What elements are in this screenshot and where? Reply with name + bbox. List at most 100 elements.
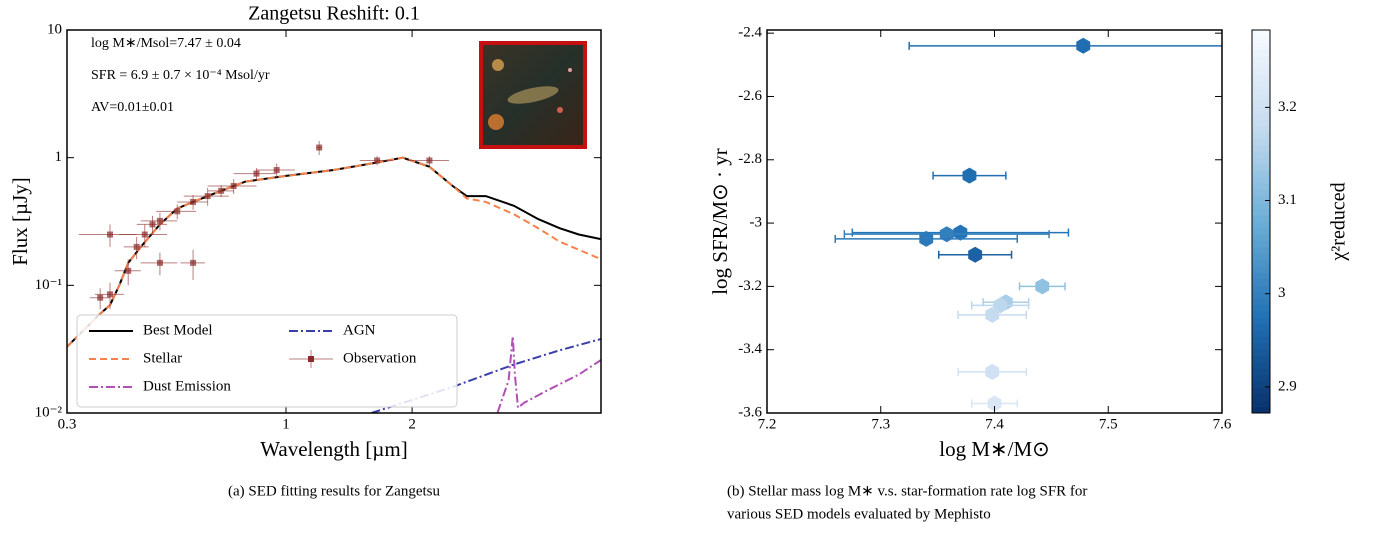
y-tick-label: -3 xyxy=(750,215,763,231)
observation-point xyxy=(426,157,433,164)
data-point xyxy=(939,226,954,243)
colorbar-band xyxy=(1252,291,1270,299)
observation-point xyxy=(273,167,280,174)
observation-point xyxy=(230,182,237,189)
observation-point xyxy=(125,267,132,274)
x-axis-label: log M∗/M⊙ xyxy=(939,437,1049,461)
y-tick-label: 10 xyxy=(47,21,62,37)
y-tick-label: -2.8 xyxy=(738,151,762,167)
data-point xyxy=(985,306,1000,323)
colorbar-band xyxy=(1252,221,1270,229)
colorbar-band xyxy=(1252,215,1270,222)
plot-area xyxy=(67,141,601,413)
data-point xyxy=(1035,278,1050,295)
legend-label: Best Model xyxy=(143,322,213,338)
data-point xyxy=(987,395,1002,412)
colorbar-band xyxy=(1252,387,1270,395)
colorbar-band xyxy=(1252,285,1270,293)
colorbar-band xyxy=(1252,400,1270,408)
annotation: SFR = 6.9 ± 0.7 × 10⁻⁴ Msol/yr xyxy=(91,68,270,83)
colorbar-band xyxy=(1252,304,1270,312)
legend-label: Stellar xyxy=(143,350,182,366)
y-tick-label: -3.4 xyxy=(738,341,762,357)
colorbar-band xyxy=(1252,393,1270,401)
colorbar-band xyxy=(1252,361,1270,369)
colorbar-band xyxy=(1252,272,1270,280)
colorbar-band xyxy=(1252,119,1270,127)
colorbar-band xyxy=(1252,100,1270,108)
colorbar-band xyxy=(1252,240,1270,248)
colorbar-band xyxy=(1252,164,1270,171)
annotation: AV=0.01±0.01 xyxy=(91,100,174,115)
colorbar-band xyxy=(1252,68,1270,76)
x-tick-label: 7.2 xyxy=(758,416,777,432)
colorbar-band xyxy=(1252,336,1270,344)
colorbar-band xyxy=(1252,189,1270,197)
colorbar-band xyxy=(1252,125,1270,133)
x-tick-label: 0.3 xyxy=(58,416,77,432)
colorbar-band xyxy=(1252,323,1270,331)
caption: (a) SED fitting results for Zangetsu xyxy=(228,483,441,499)
observation-point xyxy=(218,187,225,194)
observation-point xyxy=(106,291,113,298)
data-point xyxy=(919,230,934,247)
colorbar-band xyxy=(1252,234,1270,242)
colorbar-band xyxy=(1252,406,1270,414)
colorbar-tick-label: 3 xyxy=(1278,285,1286,301)
x-tick-label: 2 xyxy=(408,416,416,432)
colorbar-band xyxy=(1252,342,1270,350)
colorbar-band xyxy=(1252,227,1270,235)
colorbar-tick-label: 2.9 xyxy=(1278,378,1297,394)
y-tick-label: 1 xyxy=(55,149,63,165)
chart-title: Zangetsu Reshift: 0.1 xyxy=(248,3,420,25)
legend-box xyxy=(76,314,458,408)
observation-point xyxy=(133,243,140,250)
data-point xyxy=(968,246,983,263)
colorbar-band xyxy=(1252,144,1270,152)
colorbar-band xyxy=(1252,138,1270,146)
colorbar-band xyxy=(1252,317,1270,325)
colorbar-frame xyxy=(1251,29,1271,414)
colorbar-band xyxy=(1252,93,1270,101)
colorbar-band xyxy=(1252,310,1270,318)
colorbar-band xyxy=(1252,368,1270,376)
colorbar-band xyxy=(1252,208,1270,216)
colorbar-band xyxy=(1252,30,1270,37)
inset-image xyxy=(479,41,587,149)
observation-point xyxy=(156,259,163,266)
observation-point xyxy=(106,231,113,238)
x-tick-label: 7.5 xyxy=(1099,416,1118,432)
data-point xyxy=(985,363,1000,380)
observation-point xyxy=(141,231,148,238)
x-tick-label: 7.6 xyxy=(1213,416,1232,432)
data-point xyxy=(962,167,977,184)
colorbar-band xyxy=(1252,266,1270,274)
colorbar-band xyxy=(1252,247,1270,254)
colorbar-band xyxy=(1252,106,1270,114)
colorbar-band xyxy=(1252,183,1270,191)
model-line xyxy=(496,336,601,413)
colorbar-band xyxy=(1252,112,1270,120)
colorbar-band xyxy=(1252,298,1270,305)
observation-point xyxy=(316,144,323,151)
colorbar-band xyxy=(1252,157,1270,165)
colorbar-band xyxy=(1252,349,1270,357)
colorbar-band xyxy=(1252,374,1270,382)
colorbar-band xyxy=(1252,202,1270,210)
y-axis-label: Flux [µJy] xyxy=(8,177,32,266)
x-tick-label: 1 xyxy=(282,416,290,432)
x-axis-label: Wavelength [µm] xyxy=(260,437,407,461)
data-point xyxy=(993,297,1008,314)
x-tick-label: 7.4 xyxy=(985,416,1004,432)
y-tick-label: 10⁻² xyxy=(35,404,63,420)
colorbar-band xyxy=(1252,74,1270,82)
annotation: log M∗/Msol=7.47 ± 0.04 xyxy=(91,36,241,51)
caption: (b) Stellar mass log M∗ v.s. star-format… xyxy=(727,483,1087,499)
observation-point xyxy=(190,259,197,266)
colorbar-band xyxy=(1252,278,1270,286)
colorbar-band xyxy=(1252,176,1270,184)
y-axis-label: log SFR/M⊙ · yr xyxy=(708,148,732,295)
observation-point xyxy=(204,193,211,200)
plot-area xyxy=(834,37,1222,412)
